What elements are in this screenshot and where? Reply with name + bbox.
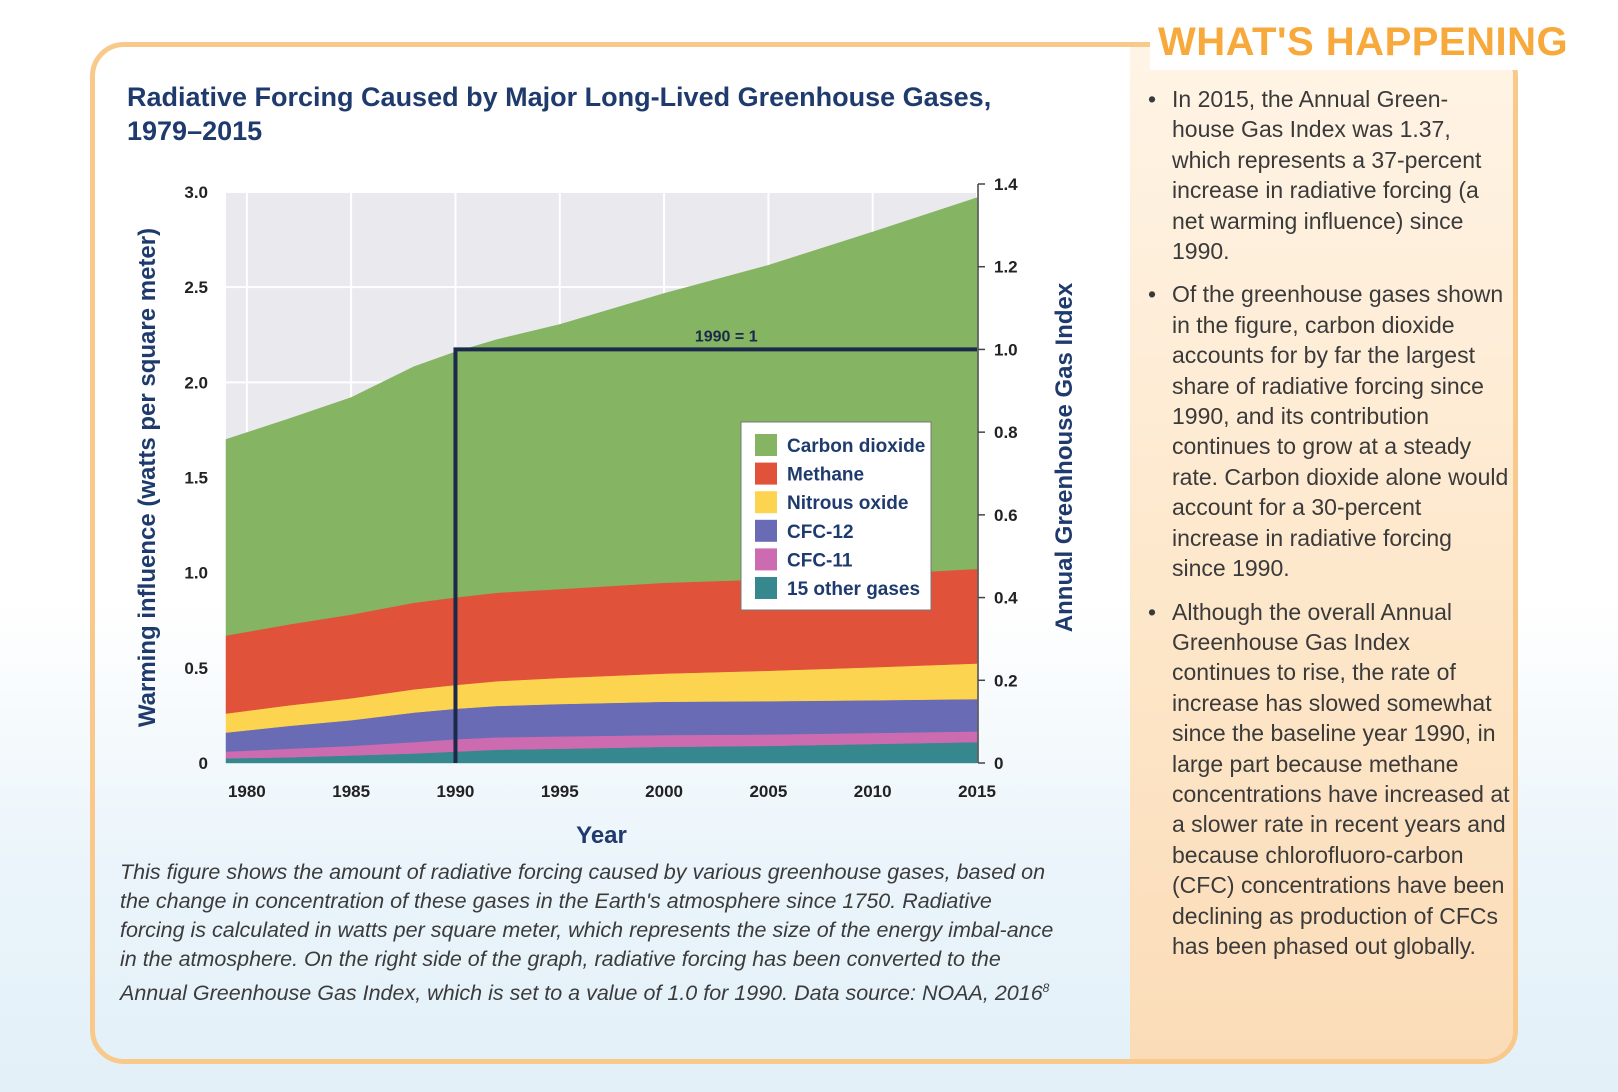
legend-label: Carbon dioxide — [787, 436, 925, 457]
y2-axis-label: Annual Greenhouse Gas Index — [1051, 282, 1078, 632]
sidebar-bullet: • In 2015, the Annual Green-house Gas Ind… — [1140, 84, 1510, 266]
x-tick-label: 1985 — [332, 782, 370, 801]
index-annotation: 1990 = 1 — [453, 328, 977, 763]
left-tick-label: 2.5 — [184, 278, 208, 297]
right-tick-label: 0.8 — [994, 423, 1018, 442]
right-tick-label: 0 — [994, 754, 1003, 773]
left-tick-label: 0 — [199, 754, 208, 773]
right-tick-label: 0.4 — [994, 589, 1018, 608]
sidebar-panel — [90, 42, 1518, 1064]
right-tick-label: 0.6 — [994, 506, 1018, 525]
right-tick-label: 1.2 — [994, 258, 1018, 277]
caption-text: This figure shows the amount of radiativ… — [120, 860, 1054, 1006]
bullet-dot: • — [1148, 281, 1157, 308]
legend-label: 15 other gases — [787, 579, 920, 600]
x-tick-label: 2010 — [854, 782, 892, 801]
legend-swatch — [755, 519, 777, 542]
right-tick-label: 1.4 — [994, 175, 1018, 194]
x-tick-label: 2005 — [749, 782, 787, 801]
bullet-dot: • — [1148, 86, 1157, 112]
x-tick-label: 2000 — [645, 782, 683, 801]
bullet-text: Of the greenhouse gases shown in the fig… — [1172, 281, 1509, 582]
left-tick-label: 2.0 — [184, 373, 208, 392]
sidebar-bullet: • Of the greenhouse gases shown in the fi… — [1140, 279, 1510, 583]
x-axis-label: Year — [576, 822, 627, 849]
left-tick-label: 3.0 — [184, 183, 208, 202]
legend: Carbon dioxide Methane Nitrous oxide CFC-12… — [740, 421, 932, 611]
caption-footnote: 8 — [1042, 981, 1050, 995]
right-tick-label: 0.2 — [994, 671, 1018, 690]
bullet-text: Although the overall Annual Greenhouse G… — [1172, 598, 1510, 959]
legend-label: CFC-11 — [787, 550, 853, 571]
left-tick-label: 1.0 — [184, 564, 208, 583]
sidebar-background — [1130, 47, 1513, 1059]
sidebar-heading: WHAT'S HAPPENING — [1150, 14, 1577, 70]
x-tick-label: 1995 — [541, 782, 579, 801]
right-tick-label: 1.0 — [994, 340, 1018, 359]
x-tick-label: 1990 — [437, 782, 475, 801]
chart-title: Radiative Forcing Caused by Major Long-L… — [127, 82, 992, 146]
figure-caption: This figure shows the amount of radiativ… — [120, 858, 1060, 1008]
bullet-dot: • — [1148, 598, 1157, 625]
annotation-label: 1990 = 1 — [695, 328, 758, 345]
x-tick-label: 2015 — [958, 782, 996, 801]
legend-swatch — [755, 434, 777, 456]
bullet-text: In 2015, the Annual Green-house Gas Inde… — [1172, 86, 1482, 265]
legend-label: Nitrous oxide — [787, 493, 908, 514]
legend-swatch — [755, 548, 777, 571]
x-tick-label: 1980 — [228, 782, 266, 801]
baseline-1990-line — [453, 347, 977, 763]
left-tick-label: 1.5 — [184, 469, 208, 488]
sidebar-bullet: • Although the overall Annual Greenhouse … — [1140, 597, 1510, 962]
legend-label: Methane — [787, 465, 864, 486]
sidebar-bullets: • In 2015, the Annual Green-house Gas Ind… — [1140, 84, 1510, 974]
left-tick-label: 0.5 — [184, 659, 208, 678]
legend-swatch — [755, 577, 777, 599]
legend-swatch — [755, 462, 777, 485]
axes: 0 0.2 0.4 0.6 0.8 1.0 1.2 1.4 0 0.5 1.0 1.5 2.0 2.5 3.… — [134, 175, 1078, 849]
y-axis-label: Warming influence (watts per square mete… — [134, 228, 161, 727]
legend-label: CFC-12 — [787, 522, 854, 543]
legend-swatch — [755, 491, 777, 514]
